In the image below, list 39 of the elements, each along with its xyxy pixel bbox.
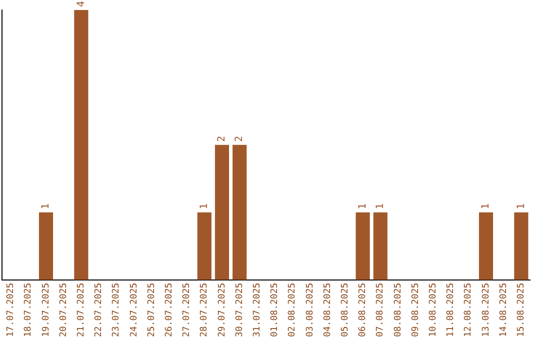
x-tick-label: 17.07.2025 [6,282,16,338]
x-tick-label: 21.07.2025 [76,282,87,338]
data-label: 1 [198,203,210,210]
x-tick-label: 02.08.2025 [288,282,298,338]
x-tick-label: 19.07.2025 [41,282,52,338]
data-label: 1 [374,203,386,210]
x-tick-label: 22.07.2025 [94,282,104,338]
data-label: 2 [216,136,228,142]
data-label: 2 [234,136,246,142]
x-tick-label: 24.07.2025 [129,282,140,338]
x-tick-label: 10.08.2025 [428,282,439,338]
x-tick-label: 15.08.2025 [516,282,527,338]
x-tick-label: 06.08.2025 [358,282,368,338]
x-tick-label: 01.08.2025 [270,282,280,338]
data-label: 1 [357,203,368,210]
x-tick-label: 28.07.2025 [200,282,210,338]
x-tick-label: 08.08.2025 [393,282,404,338]
data-label: 1 [40,203,52,210]
x-tick-label: 05.08.2025 [340,282,351,338]
x-tick-label: 07.08.2025 [376,282,386,338]
x-tick-label: 29.07.2025 [217,282,228,338]
x-tick-label: 12.08.2025 [464,282,474,338]
x-tick-label: 31.07.2025 [252,282,263,338]
x-tick-label: 09.08.2025 [410,282,421,338]
x-tick-label: 20.07.2025 [58,282,69,338]
x-tick-label: 27.07.2025 [182,282,192,338]
x-tick-label: 14.08.2025 [498,282,509,338]
x-tick-label: 23.07.2025 [112,282,122,338]
data-label: 4 [76,0,87,7]
x-tick-label: 18.07.2025 [24,282,34,338]
x-tick-label: 26.07.2025 [164,282,175,338]
data-label: 1 [480,203,492,210]
x-tick-label: 30.07.2025 [234,282,245,338]
x-tick-label: 03.08.2025 [305,282,316,338]
data-label: 1 [516,203,527,210]
x-tick-label: 11.08.2025 [446,282,456,338]
x-tick-label: 25.07.2025 [146,282,157,338]
x-tick-label: 13.08.2025 [481,282,492,338]
x-tick-label: 04.08.2025 [322,282,333,338]
